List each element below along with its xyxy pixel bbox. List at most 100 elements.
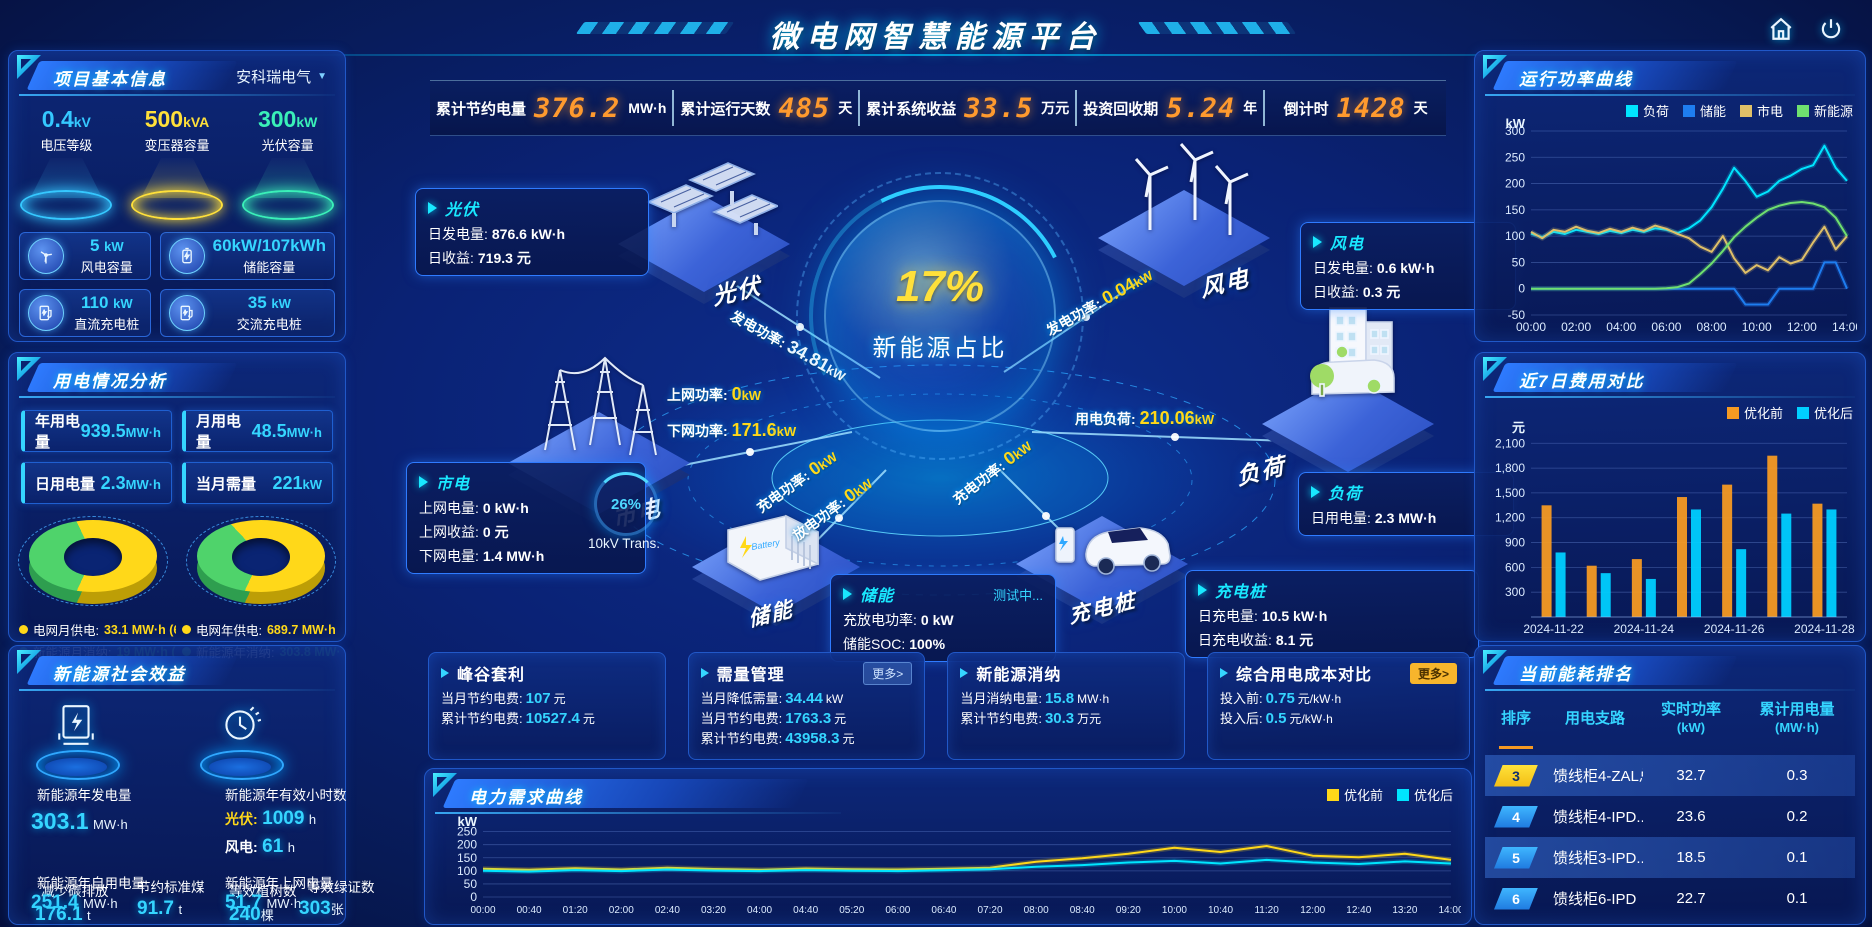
ac-charger-icon	[168, 295, 205, 331]
info-row: 日充电收益: 8.1 元	[1198, 632, 1314, 648]
usage-stat: 年用电量 939.5MW·h	[21, 410, 172, 452]
svg-text:05:20: 05:20	[839, 905, 864, 916]
page-title: 微电网智慧能源平台	[769, 21, 1103, 54]
tree-value: 240棵	[229, 904, 274, 925]
kpi-unit: 年	[1243, 100, 1258, 116]
legend-swatch-icon	[1625, 104, 1638, 117]
dc-charger-icon	[28, 295, 64, 331]
info-row: 日用电量: 2.3 MW·h	[1311, 510, 1437, 526]
card-value: 60kW/107kWh	[212, 236, 326, 255]
svg-text:00:40: 00:40	[517, 905, 542, 916]
header-decoration-left	[575, 22, 735, 34]
self-use-value: 251.4 MW·h	[31, 892, 118, 913]
svg-text:200: 200	[1505, 177, 1525, 191]
legend-value: 689.7 MW·h (69%)	[266, 622, 339, 637]
panel-title: 用电情况分析	[53, 372, 167, 391]
arrow-icon	[843, 588, 852, 600]
benefit-row: 投入前: 0.75 元/kW·h	[1219, 690, 1342, 707]
svg-text:00:00: 00:00	[1516, 320, 1546, 334]
capacity-cards: 5 kW 风电容量 60kW/107kWh 储能容量 110 kW 直流充电桩 …	[19, 232, 335, 337]
benefit-row: 累计节约电费: 30.3 万元	[960, 710, 1102, 727]
stat-label: 年用电量	[35, 413, 81, 451]
svg-text:2,100: 2,100	[1495, 436, 1525, 450]
legend-label: 电网年供电:	[196, 624, 262, 638]
chevron-down-icon: ▼	[317, 71, 327, 82]
info-row: 日发电量: 0.6 kW·h	[1313, 260, 1435, 276]
svg-text:2024-11-26: 2024-11-26	[1704, 622, 1765, 636]
info-row: 日收益: 0.3 元	[1313, 284, 1401, 300]
svg-text:11:20: 11:20	[1254, 905, 1279, 916]
card-label: 直流充电桩	[74, 317, 140, 332]
hours-pedestal	[195, 696, 285, 786]
info-row: 下网电量: 1.4 MW·h	[419, 548, 545, 564]
svg-text:14:00: 14:00	[1438, 905, 1461, 916]
wind-turbine-icon	[28, 238, 64, 274]
stat-label: 日用电量	[35, 475, 96, 493]
kpi-value: 5.24	[1166, 92, 1236, 124]
kpi-unit: 天	[838, 100, 853, 116]
capacity-spotlights: 0.4kV 电压等级 500kVA 变压器容量 300kW 光伏容量	[9, 96, 345, 220]
table-row[interactable]: 5 馈线柜3-IPD... 18.5 0.1	[1485, 837, 1855, 878]
spotlight-value: 500kVA	[144, 106, 210, 132]
svg-text:kW: kW	[1506, 117, 1526, 131]
svg-text:2024-11-28: 2024-11-28	[1794, 622, 1855, 636]
svg-text:2024-11-22: 2024-11-22	[1523, 622, 1584, 636]
header-decoration-right	[1137, 22, 1297, 34]
kpi-item: 累计系统收益 33.5 万元	[858, 90, 1075, 126]
more-button[interactable]: 更多>	[863, 661, 913, 685]
rank-badge: 6	[1494, 887, 1538, 910]
svg-text:06:40: 06:40	[931, 905, 956, 916]
card-label: 风电容量	[80, 260, 133, 275]
kpi-item: 投资回收期 5.24 年	[1075, 90, 1263, 126]
panel-usage-analysis: 用电情况分析 年用电量 939.5MW·h 月用电量 48.5MW·h 日用电量…	[8, 352, 346, 660]
kpi-label: 累计运行天数	[680, 100, 771, 118]
storage-info-box: 储能 测试中... 充放电功率: 0 kW 储能SOC: 100%	[830, 574, 1056, 662]
benefit-row: 当月消纳电量: 15.8 MW·h	[960, 690, 1110, 707]
flow-unit: kW	[1194, 412, 1215, 427]
kpi-item: 累计运行天数 485 天	[672, 90, 858, 126]
svg-text:08:40: 08:40	[1070, 905, 1095, 916]
home-icon	[1770, 17, 1792, 40]
table-row[interactable]: 3 馈线柜4-ZAL总 32.7 0.3	[1485, 755, 1855, 796]
info-row: 充放电功率: 0 kW	[843, 612, 954, 628]
flow-unit: kW	[776, 424, 797, 439]
legend-series-name: 优化后	[1413, 788, 1453, 803]
more-button[interactable]: 更多>	[1410, 662, 1458, 684]
energy-value: 0.2	[1786, 808, 1808, 825]
company-select[interactable]: 安科瑞电气 ▼	[236, 66, 327, 87]
info-row: 日收益: 719.3 元	[428, 250, 531, 266]
light-beam	[30, 158, 103, 198]
table-row[interactable]: 6 馈线柜6-IPD 22.7 0.1	[1485, 878, 1855, 918]
kpi-value: 376.2	[534, 92, 621, 124]
legend-series-name: 储能	[1699, 104, 1726, 119]
arrow-icon	[960, 668, 969, 678]
legend-swatch-icon	[1682, 104, 1695, 117]
panel-project-info: 项目基本信息 安科瑞电气 ▼ 0.4kV 电压等级 500kVA 变压器容量 3…	[8, 50, 346, 342]
power-value: 32.7	[1676, 767, 1706, 784]
svg-text:-50: -50	[1508, 308, 1526, 322]
kpi-item: 倒计时 1428 天	[1263, 90, 1446, 126]
coal-label: 节约标准煤	[137, 880, 205, 895]
legend-swatch-icon	[1796, 406, 1809, 419]
load-node-platform[interactable]	[1262, 376, 1434, 484]
table-row[interactable]: 4 馈线柜4-IPD... 23.6 0.2	[1485, 796, 1855, 837]
usage-stats: 年用电量 939.5MW·h 月用电量 48.5MW·h 日用电量 2.3MW·…	[21, 410, 333, 504]
kpi-bar: 累计节约电量 376.2 MW·h 累计运行天数 485 天 累计系统收益 33…	[430, 80, 1446, 136]
svg-text:06:00: 06:00	[885, 905, 910, 916]
column-header: 排序	[1500, 709, 1531, 727]
panel-social-benefits: 新能源社会效益 新能源年发电量 303.1 MW·h 新能源年有效小时数 光伏:…	[8, 645, 375, 925]
svg-text:0: 0	[1518, 282, 1525, 296]
cert-label: 等效绿证数	[307, 880, 375, 895]
panel-energy-ranking: 当前能耗排名 排序 用电支路 实时功率 (kW) 累计用电量 (MW·h) 3 馈线柜4-…	[1474, 645, 1866, 925]
branch-name: 馈线柜4-IPD...	[1553, 809, 1643, 826]
home-button[interactable]	[1766, 14, 1796, 44]
power-button[interactable]	[1816, 14, 1846, 44]
rank-badge: 4	[1494, 805, 1538, 828]
tree-label: 等效植树数	[229, 884, 297, 899]
spotlight-label: 电压等级	[40, 138, 93, 153]
power-value: 18.5	[1676, 849, 1706, 866]
info-box-title: 充电桩	[1215, 584, 1267, 601]
battery-icon	[181, 247, 192, 264]
svg-text:900: 900	[1505, 536, 1525, 550]
